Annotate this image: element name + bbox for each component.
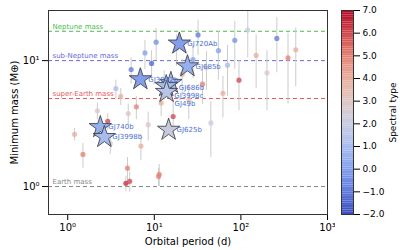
svg-text:GJ685b: GJ685b (195, 63, 221, 71)
svg-text:3.0: 3.0 (363, 96, 378, 106)
svg-text:GJ3942b: GJ3942b (148, 76, 178, 84)
svg-text:6.0: 6.0 (363, 28, 378, 38)
svg-text:GJ625b: GJ625b (177, 126, 203, 134)
svg-text:GJ740b: GJ740b (108, 123, 134, 131)
svg-text:5.0: 5.0 (363, 51, 378, 61)
svg-text:super-Earth mass: super-Earth mass (53, 90, 115, 98)
svg-text:Orbital period (d): Orbital period (d) (145, 236, 231, 247)
svg-text:0.0: 0.0 (363, 164, 378, 174)
svg-text:10⁰: 10⁰ (23, 181, 40, 192)
svg-text:−2.0: −2.0 (363, 209, 385, 219)
svg-text:GJ686b: GJ686b (179, 84, 205, 92)
svg-text:sub-Neptune mass: sub-Neptune mass (53, 52, 119, 60)
svg-text:10³: 10³ (319, 222, 335, 233)
svg-text:GJ720Ab: GJ720Ab (187, 40, 218, 48)
svg-text:Earth mass: Earth mass (53, 178, 93, 186)
svg-text:10¹: 10¹ (146, 222, 163, 233)
svg-text:2.0: 2.0 (363, 119, 378, 129)
svg-text:10⁰: 10⁰ (59, 222, 76, 233)
svg-text:Neptune mass: Neptune mass (53, 23, 104, 31)
svg-text:1.0: 1.0 (363, 141, 378, 151)
svg-text:GJ49b: GJ49b (175, 100, 196, 108)
svg-text:4.0: 4.0 (363, 73, 378, 83)
svg-text:Minimum mass (M⊕): Minimum mass (M⊕) (9, 61, 20, 165)
svg-text:GJ3998b: GJ3998b (112, 133, 142, 141)
svg-text:GJ3998c: GJ3998c (174, 92, 203, 100)
svg-text:−1.0: −1.0 (363, 187, 385, 197)
svg-text:Spectral type: Spectral type (388, 82, 398, 143)
svg-text:10²: 10² (233, 222, 250, 233)
svg-text:7.0: 7.0 (363, 5, 378, 15)
svg-text:10¹: 10¹ (23, 55, 40, 66)
